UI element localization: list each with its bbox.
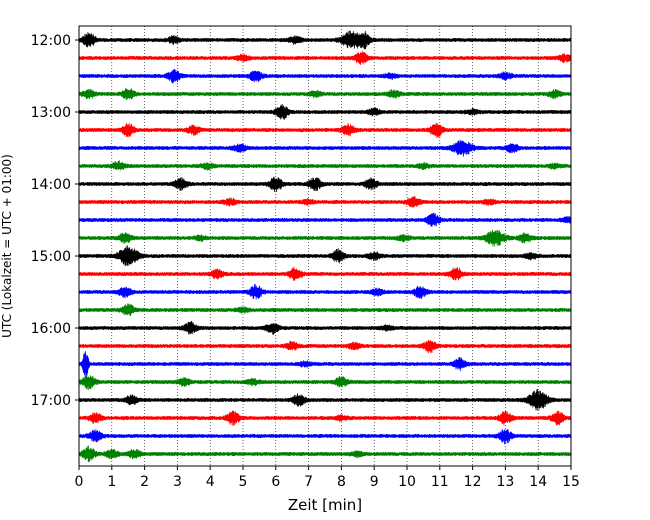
trace-1600 (78, 320, 572, 335)
x-tick-label-3: 3 (173, 474, 182, 490)
traces (78, 30, 572, 463)
x-tick-label-4: 4 (206, 474, 215, 490)
y-tick-label-1: 13:00 (31, 105, 71, 121)
x-tick-label-0: 0 (75, 474, 84, 490)
x-axis-title: Zeit [min] (288, 496, 362, 514)
y-tick-label-5: 17:00 (31, 393, 71, 409)
trace-1700 (78, 388, 572, 411)
trace-1245 (78, 88, 572, 101)
trace-1730 (78, 428, 572, 445)
trace-1630 (78, 350, 572, 379)
x-tick-label-1: 1 (107, 474, 116, 490)
y-axis-title: UTC (Lokalzeit = UTC + 01:00) (0, 154, 14, 338)
trace-1645 (78, 375, 572, 391)
trace-1415 (78, 196, 572, 208)
trace-1715 (78, 410, 572, 426)
x-tick-label-7: 7 (304, 474, 313, 490)
y-tick-label-2: 14:00 (31, 177, 71, 193)
x-tick-label-6: 6 (271, 474, 280, 490)
trace-1230 (78, 68, 572, 84)
trace-1500 (78, 245, 572, 267)
trace-1315 (78, 122, 572, 139)
trace-1345 (78, 160, 572, 171)
trace-1215 (78, 50, 572, 66)
trace-1615 (78, 340, 572, 354)
trace-1300 (78, 104, 572, 120)
x-tick-label-13: 13 (496, 474, 514, 490)
x-tick-label-9: 9 (370, 474, 379, 490)
x-tick-label-14: 14 (529, 474, 547, 490)
y-tick-label-4: 16:00 (31, 321, 71, 337)
trace-1330 (78, 139, 572, 157)
y-axis-ticks: 12:00 13:00 14:00 15:00 16:00 17:00 (31, 33, 79, 409)
x-tick-label-15: 15 (562, 474, 580, 490)
trace-1430 (78, 212, 572, 227)
x-tick-label-2: 2 (140, 474, 149, 490)
trace-1745 (78, 445, 572, 463)
trace-1545 (78, 303, 572, 317)
x-tick-label-11: 11 (431, 474, 449, 490)
trace-1445 (78, 229, 572, 247)
grid-lines (111, 26, 539, 466)
trace-1200 (78, 30, 572, 50)
plot-frame (78, 25, 572, 467)
x-axis-ticks: 0 1 2 3 4 5 6 7 8 9 10 11 12 13 14 15 (75, 466, 580, 490)
x-tick-label-10: 10 (398, 474, 416, 490)
trace-1530 (78, 283, 572, 300)
x-tick-label-8: 8 (337, 474, 346, 490)
x-tick-label-5: 5 (239, 474, 248, 490)
trace-1400 (78, 176, 572, 193)
y-tick-label-3: 15:00 (31, 249, 71, 265)
x-tick-label-12: 12 (464, 474, 482, 490)
trace-1515 (78, 266, 572, 282)
y-tick-label-0: 12:00 (31, 33, 71, 49)
